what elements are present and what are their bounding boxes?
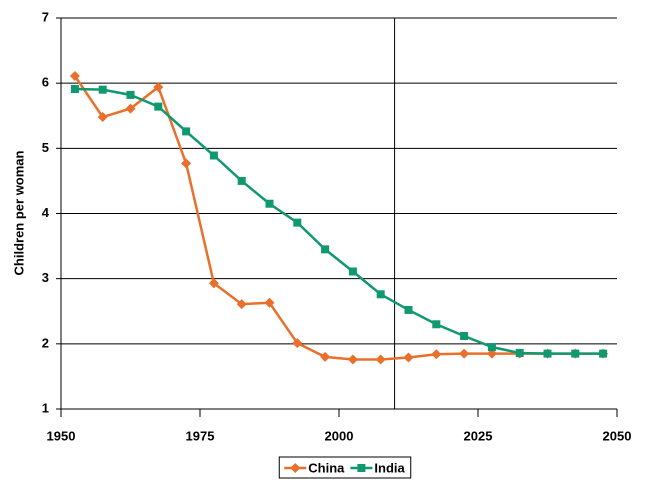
y-tick-label: 5 [42, 140, 49, 155]
x-tick-label: 2000 [325, 428, 354, 443]
legend: China India [278, 456, 412, 479]
series-line [73, 75, 604, 361]
data-point [293, 218, 302, 227]
x-tick-label: 1950 [47, 428, 76, 443]
legend-marker [290, 463, 301, 473]
data-point [236, 299, 247, 310]
legend-label: India [374, 460, 405, 475]
y-tick-label: 7 [42, 9, 49, 24]
data-point [181, 158, 192, 169]
data-point [486, 348, 497, 359]
data-point [98, 85, 107, 94]
data-point [153, 82, 164, 93]
legend-box [278, 456, 412, 479]
data-point [154, 102, 163, 111]
series-line [74, 87, 604, 355]
data-point [320, 351, 331, 362]
data-point [292, 338, 303, 349]
data-point [209, 151, 218, 160]
data-point [543, 349, 552, 358]
data-point [264, 297, 275, 308]
data-point [97, 112, 108, 123]
y-tick-label: 6 [42, 75, 49, 90]
data-point [431, 349, 442, 360]
data-point [432, 320, 441, 329]
y-tick-label: 4 [42, 205, 50, 220]
data-point [126, 90, 135, 99]
data-point [70, 85, 79, 94]
data-point [459, 348, 470, 359]
data-point [403, 352, 414, 363]
data-point [460, 332, 469, 341]
data-point [404, 305, 413, 314]
y-axis-label: Children per woman [11, 150, 26, 275]
y-tick-label: 3 [42, 270, 49, 285]
data-point [265, 199, 274, 208]
x-tick-label: 2025 [464, 428, 493, 443]
data-point [69, 70, 80, 81]
x-tick-label: 2050 [603, 428, 632, 443]
legend-marker [357, 464, 366, 472]
data-point [347, 354, 358, 365]
data-point [208, 278, 219, 289]
x-tick-label: 1975 [186, 428, 215, 443]
data-point [125, 103, 136, 114]
data-point [376, 290, 385, 299]
y-tick-label: 1 [42, 400, 49, 415]
data-point [571, 349, 580, 358]
data-point [599, 349, 608, 358]
legend-label: China [308, 460, 345, 475]
data-point [515, 348, 524, 357]
data-point [237, 176, 246, 185]
y-tick-label: 2 [42, 335, 49, 350]
data-point [375, 354, 386, 365]
data-point [348, 267, 357, 276]
data-point [182, 127, 191, 136]
data-point [321, 245, 330, 254]
data-point [487, 343, 496, 352]
